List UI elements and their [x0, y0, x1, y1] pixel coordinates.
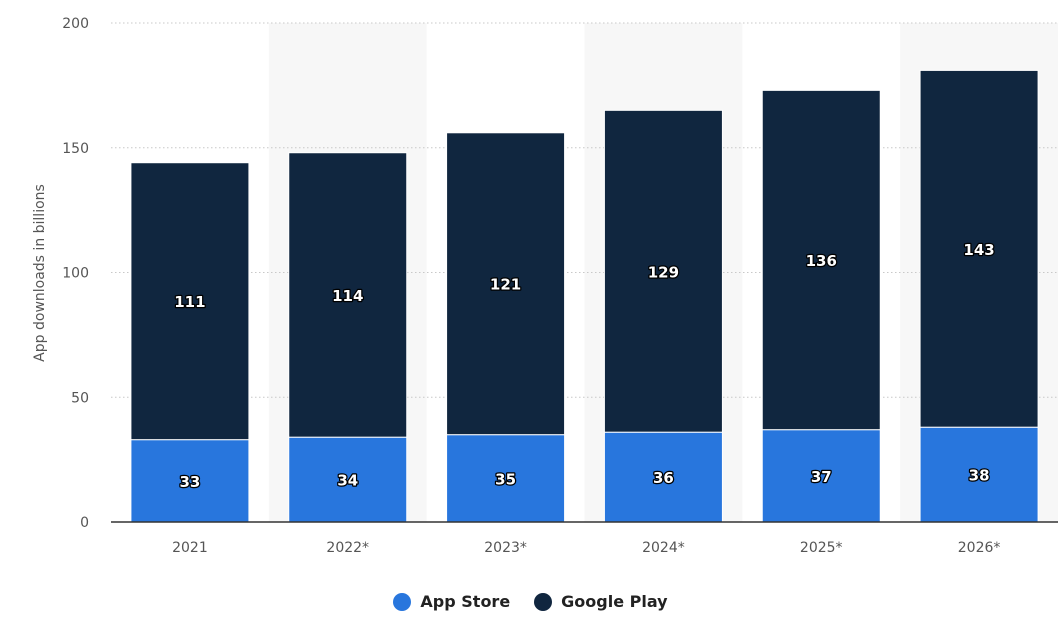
legend-item-app-store[interactable]: App Store	[393, 592, 510, 611]
y-tick-label: 50	[71, 390, 89, 406]
x-tick-label: 2026*	[958, 540, 1001, 556]
x-tick-label: 2024*	[642, 540, 685, 556]
bar-google-play[interactable]	[130, 162, 250, 441]
y-tick-label: 150	[62, 141, 89, 157]
x-tick-label: 2025*	[800, 540, 843, 556]
legend-label-app-store: App Store	[420, 592, 511, 611]
legend-item-google-play[interactable]: Google Play	[534, 592, 668, 611]
x-tick-label: 2022*	[326, 540, 369, 556]
data-label-google-play: 111	[174, 293, 205, 311]
legend-marker-app-store	[393, 592, 412, 611]
legend-marker-google-play	[534, 592, 553, 611]
data-label-app-store: 37	[811, 468, 832, 486]
y-tick-label: 0	[80, 515, 89, 531]
bar-google-play[interactable]	[761, 89, 881, 431]
y-tick-label: 100	[62, 266, 89, 282]
bar-app-store[interactable]	[130, 439, 250, 523]
x-tick-label: 2023*	[484, 540, 527, 556]
y-tick-label: 200	[62, 16, 89, 32]
bar-google-play[interactable]	[603, 109, 723, 433]
data-label-app-store: 36	[653, 469, 674, 487]
data-label-google-play: 136	[806, 252, 837, 270]
data-label-app-store: 38	[969, 467, 990, 485]
bar-app-store[interactable]	[446, 434, 566, 523]
data-label-google-play: 114	[332, 287, 363, 305]
data-label-app-store: 35	[495, 470, 516, 488]
data-label-app-store: 34	[337, 472, 358, 490]
bar-google-play[interactable]	[919, 69, 1039, 428]
bar-google-play[interactable]	[288, 152, 408, 438]
x-tick-label: 2021	[172, 540, 208, 556]
legend-label-google-play: Google Play	[561, 592, 668, 611]
data-label-google-play: 143	[963, 241, 994, 259]
data-label-app-store: 33	[179, 473, 200, 491]
bar-app-store[interactable]	[603, 431, 723, 523]
bar-google-play[interactable]	[446, 132, 566, 436]
stacked-bar-chart: 33 111 34 114 35 121 36 129 37 136 38 143 0 50 100 150…	[32, 16, 1058, 556]
data-label-google-play: 121	[490, 276, 521, 294]
legend: App Store Google Play	[0, 592, 1061, 611]
y-axis-title: App downloads in billions	[32, 184, 48, 362]
data-label-google-play: 129	[648, 263, 679, 281]
bar-app-store[interactable]	[919, 426, 1039, 523]
